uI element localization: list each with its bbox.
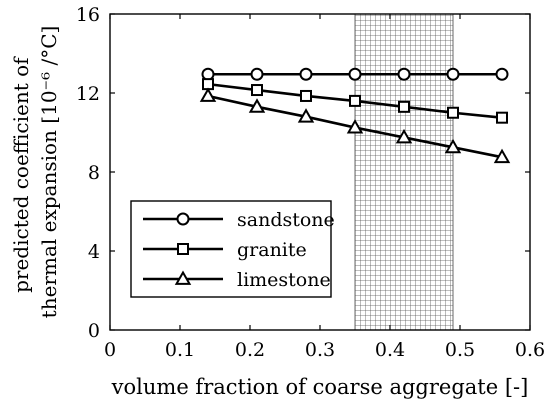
legend-label-sandstone: sandstone: [237, 209, 335, 231]
legend-marker-sandstone: [176, 212, 190, 226]
y-axis-label-line-2: thermal expansion [10⁻⁶ /°C]: [37, 26, 61, 319]
x-tick-label: 0.1: [165, 339, 195, 361]
y-tick-label: 4: [88, 241, 100, 263]
x-tick-label: 0.5: [445, 339, 475, 361]
legend-label-granite: granite: [237, 239, 307, 261]
data-point-limestone: [199, 87, 217, 102]
y-tick-label: 8: [88, 162, 100, 184]
data-point-granite: [496, 111, 508, 124]
y-tick-label: 16: [76, 4, 100, 26]
legend-marker-granite: [177, 243, 189, 255]
data-point-limestone: [346, 119, 364, 134]
data-point-granite: [251, 84, 263, 97]
x-tick-label: 0.6: [515, 339, 545, 361]
legend: sandstone granite limestone: [130, 200, 335, 298]
data-point-sandstone: [201, 67, 215, 81]
x-tick-label: 0.4: [375, 339, 405, 361]
y-tick-label: 0: [88, 320, 100, 342]
legend-label-limestone: limestone: [237, 269, 331, 291]
data-point-sandstone: [250, 67, 264, 81]
x-tick-label: 0.2: [235, 339, 265, 361]
data-point-sandstone: [397, 67, 411, 81]
data-point-granite: [447, 106, 459, 119]
data-point-limestone: [493, 148, 511, 164]
data-point-limestone: [248, 98, 266, 113]
data-point-limestone: [395, 128, 413, 144]
x-axis-label: volume fraction of coarse aggregate [-]: [111, 375, 529, 399]
x-tick-label: 0.3: [305, 339, 335, 361]
data-point-granite: [398, 100, 410, 113]
data-point-granite: [300, 89, 312, 102]
data-point-sandstone: [495, 67, 509, 81]
data-point-limestone: [297, 108, 315, 123]
series-layer: [199, 67, 511, 164]
y-tick-label: 12: [76, 83, 100, 105]
x-tick-label: 0: [104, 339, 116, 361]
legend-marker-limestone: [174, 270, 192, 285]
data-point-granite: [349, 94, 361, 107]
data-point-limestone: [444, 138, 462, 154]
shaded-region: [354, 13, 454, 331]
y-axis-label: predicted coefficient of thermal expansi…: [9, 26, 61, 319]
data-point-sandstone: [348, 67, 362, 81]
ticks-layer: 0 0.1 0.2 0.3 0.4 0.5 0.6 0 4 8 12 16: [76, 4, 545, 361]
y-axis-label-line-1: predicted coefficient of: [9, 56, 33, 293]
data-point-sandstone: [446, 67, 460, 81]
data-point-sandstone: [299, 67, 313, 81]
